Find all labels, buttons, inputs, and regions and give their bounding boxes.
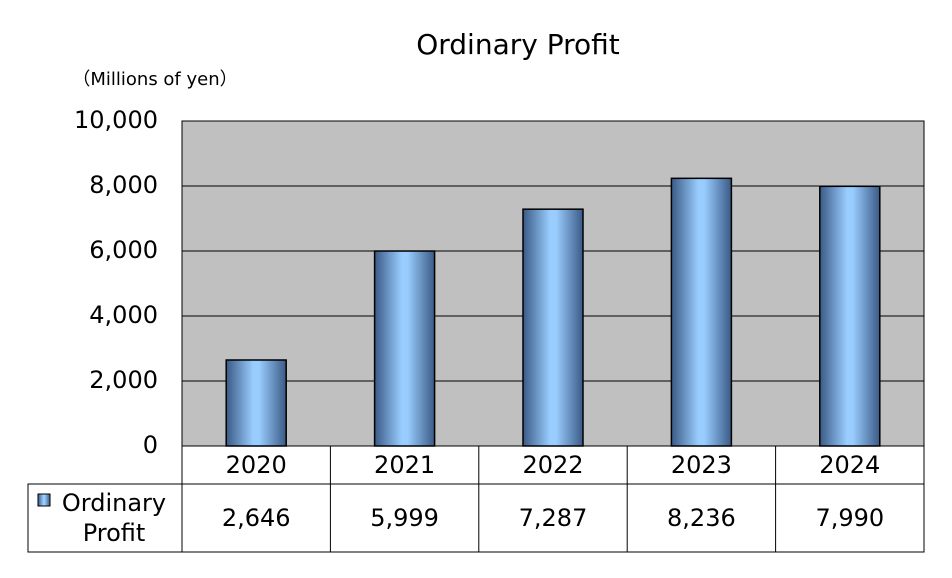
y-tick-label: 6,000 bbox=[89, 236, 158, 264]
y-tick-label: 8,000 bbox=[89, 171, 158, 199]
y-tick-label: 2,000 bbox=[89, 366, 158, 394]
table-value: 8,236 bbox=[667, 504, 736, 532]
bar bbox=[373, 250, 436, 447]
x-tick-label: 2021 bbox=[374, 451, 435, 479]
table-value: 2,646 bbox=[222, 504, 291, 532]
bar bbox=[522, 208, 584, 447]
y-tick-label: 4,000 bbox=[89, 301, 158, 329]
x-tick-label: 2020 bbox=[226, 451, 287, 479]
y-tick-label: 10,000 bbox=[74, 106, 158, 134]
bar bbox=[670, 177, 733, 447]
table-value: 5,999 bbox=[370, 504, 439, 532]
chart-title: Ordinary Profit bbox=[416, 28, 620, 61]
legend-swatch bbox=[37, 493, 51, 507]
bar bbox=[819, 185, 881, 447]
y-axis-label: （Millions of yen） bbox=[72, 69, 237, 90]
table-value: 7,287 bbox=[519, 504, 588, 532]
x-tick-label: 2022 bbox=[522, 451, 583, 479]
y-tick-label: 0 bbox=[143, 431, 158, 459]
table-value: 7,990 bbox=[815, 504, 884, 532]
bar bbox=[225, 359, 287, 447]
x-tick-label: 2024 bbox=[819, 451, 880, 479]
x-tick-label: 2023 bbox=[671, 451, 732, 479]
legend-entry: Ordinary Profit bbox=[61, 489, 167, 547]
